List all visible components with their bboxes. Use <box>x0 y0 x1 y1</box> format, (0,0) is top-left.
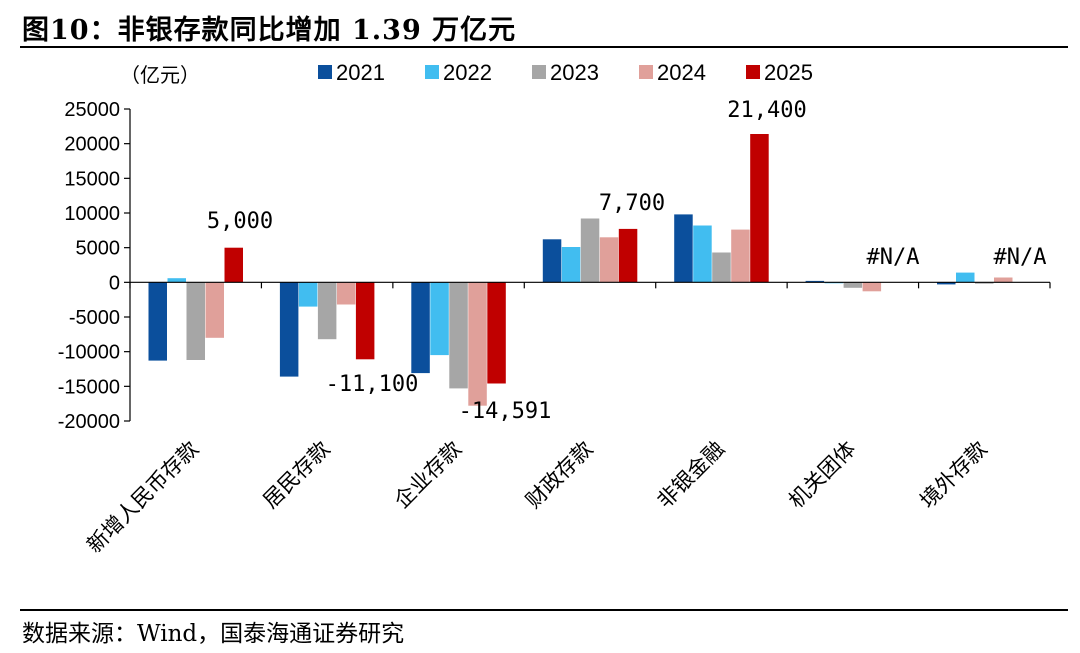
legend-label-2023: 2023 <box>550 60 599 85</box>
legend-label-2022: 2022 <box>443 60 492 85</box>
data-labels: 5,000 -11,100 -14,591 7,700 21,400 #N/A #N/A <box>207 98 1047 424</box>
legend-label-2024: 2024 <box>657 60 706 85</box>
data-label: -14,591 <box>459 399 552 424</box>
bar-2022 <box>561 247 581 283</box>
bar-2024 <box>599 237 619 283</box>
y-axis: 25000 20000 15000 10000 5000 0 -5000 -10000 -150… <box>58 63 200 433</box>
bar-2024 <box>468 282 487 406</box>
bar-2021 <box>411 282 430 374</box>
bar-2021 <box>279 282 299 377</box>
bar-2021 <box>805 280 825 283</box>
bar-2024 <box>205 282 224 338</box>
y-tick-label: 10000 <box>64 203 120 225</box>
bar-2022 <box>298 282 318 307</box>
bar-2021 <box>148 282 167 361</box>
y-tick-label: -10000 <box>58 342 120 364</box>
y-tick-label: 25000 <box>64 99 120 121</box>
data-label: #N/A <box>994 245 1047 270</box>
source-text: Wind，国泰海通证券研究 <box>137 621 405 647</box>
bar-2022 <box>167 278 186 283</box>
bar-2025 <box>750 134 769 283</box>
category-label: 新增人民币存款 <box>82 437 203 558</box>
category-label: 企业存款 <box>390 437 466 513</box>
bar-2025 <box>487 282 506 384</box>
data-label: 21,400 <box>727 98 806 123</box>
data-label: #N/A <box>867 245 920 270</box>
y-tick-label: 5000 <box>76 238 121 260</box>
bar-2024 <box>862 282 882 292</box>
legend-swatch-2021 <box>318 65 332 79</box>
bar-2022 <box>693 225 712 283</box>
y-tick-label: 20000 <box>64 134 120 156</box>
y-tick-label: 15000 <box>64 168 120 190</box>
bar-2023 <box>317 282 337 340</box>
bars <box>148 134 1013 406</box>
category-label: 居民存款 <box>258 437 334 513</box>
bar-2021 <box>674 214 693 283</box>
category-label: 机关团体 <box>784 437 860 513</box>
bar-2023 <box>449 282 468 389</box>
bar-2023 <box>712 252 731 283</box>
x-axis <box>129 281 1051 289</box>
legend: 2021 2022 2023 2024 2025 <box>318 60 813 85</box>
y-axis-unit: （亿元） <box>120 63 200 87</box>
source-rule <box>20 609 1068 611</box>
legend-swatch-2024 <box>639 65 653 79</box>
data-label: 7,700 <box>599 191 665 216</box>
title-rule <box>20 46 1068 48</box>
bar-2023 <box>843 282 863 288</box>
data-label: -11,100 <box>326 372 419 397</box>
legend-swatch-2023 <box>532 65 546 79</box>
source-note: 数据来源：Wind，国泰海通证券研究 <box>22 614 404 648</box>
y-tick-label: -20000 <box>58 411 120 433</box>
category-labels: 新增人民币存款 居民存款 企业存款 财政存款 非银金融 机关团体 境外存款 <box>82 437 991 558</box>
legend-label-2025: 2025 <box>764 60 813 85</box>
bar-2025 <box>618 228 638 283</box>
bar-2023 <box>975 282 994 284</box>
data-label: 5,000 <box>207 209 273 234</box>
bar-2024 <box>336 282 356 305</box>
bar-2023 <box>186 282 205 360</box>
bar-2025 <box>224 247 243 283</box>
bar-2024 <box>731 229 750 283</box>
bar-2021 <box>937 282 956 285</box>
category-label: 财政存款 <box>521 437 597 513</box>
y-tick-label: -15000 <box>58 376 120 398</box>
legend-swatch-2025 <box>746 65 760 79</box>
y-tick-label: -5000 <box>69 307 120 329</box>
category-label: 境外存款 <box>915 437 991 513</box>
y-tick-label: 0 <box>109 272 120 294</box>
category-label: 非银金融 <box>653 437 729 513</box>
bar-2024 <box>994 277 1013 283</box>
legend-label-2021: 2021 <box>336 60 385 85</box>
bar-2022 <box>430 282 449 356</box>
source-label: 数据来源： <box>22 621 137 647</box>
bar-2021 <box>542 239 562 283</box>
bar-2025 <box>355 282 375 360</box>
bar-2023 <box>580 218 600 283</box>
legend-swatch-2022 <box>425 65 439 79</box>
chart-title: 图10：非银存款同比增加 1.39 万亿元 <box>22 15 517 46</box>
bar-2022 <box>956 272 975 283</box>
